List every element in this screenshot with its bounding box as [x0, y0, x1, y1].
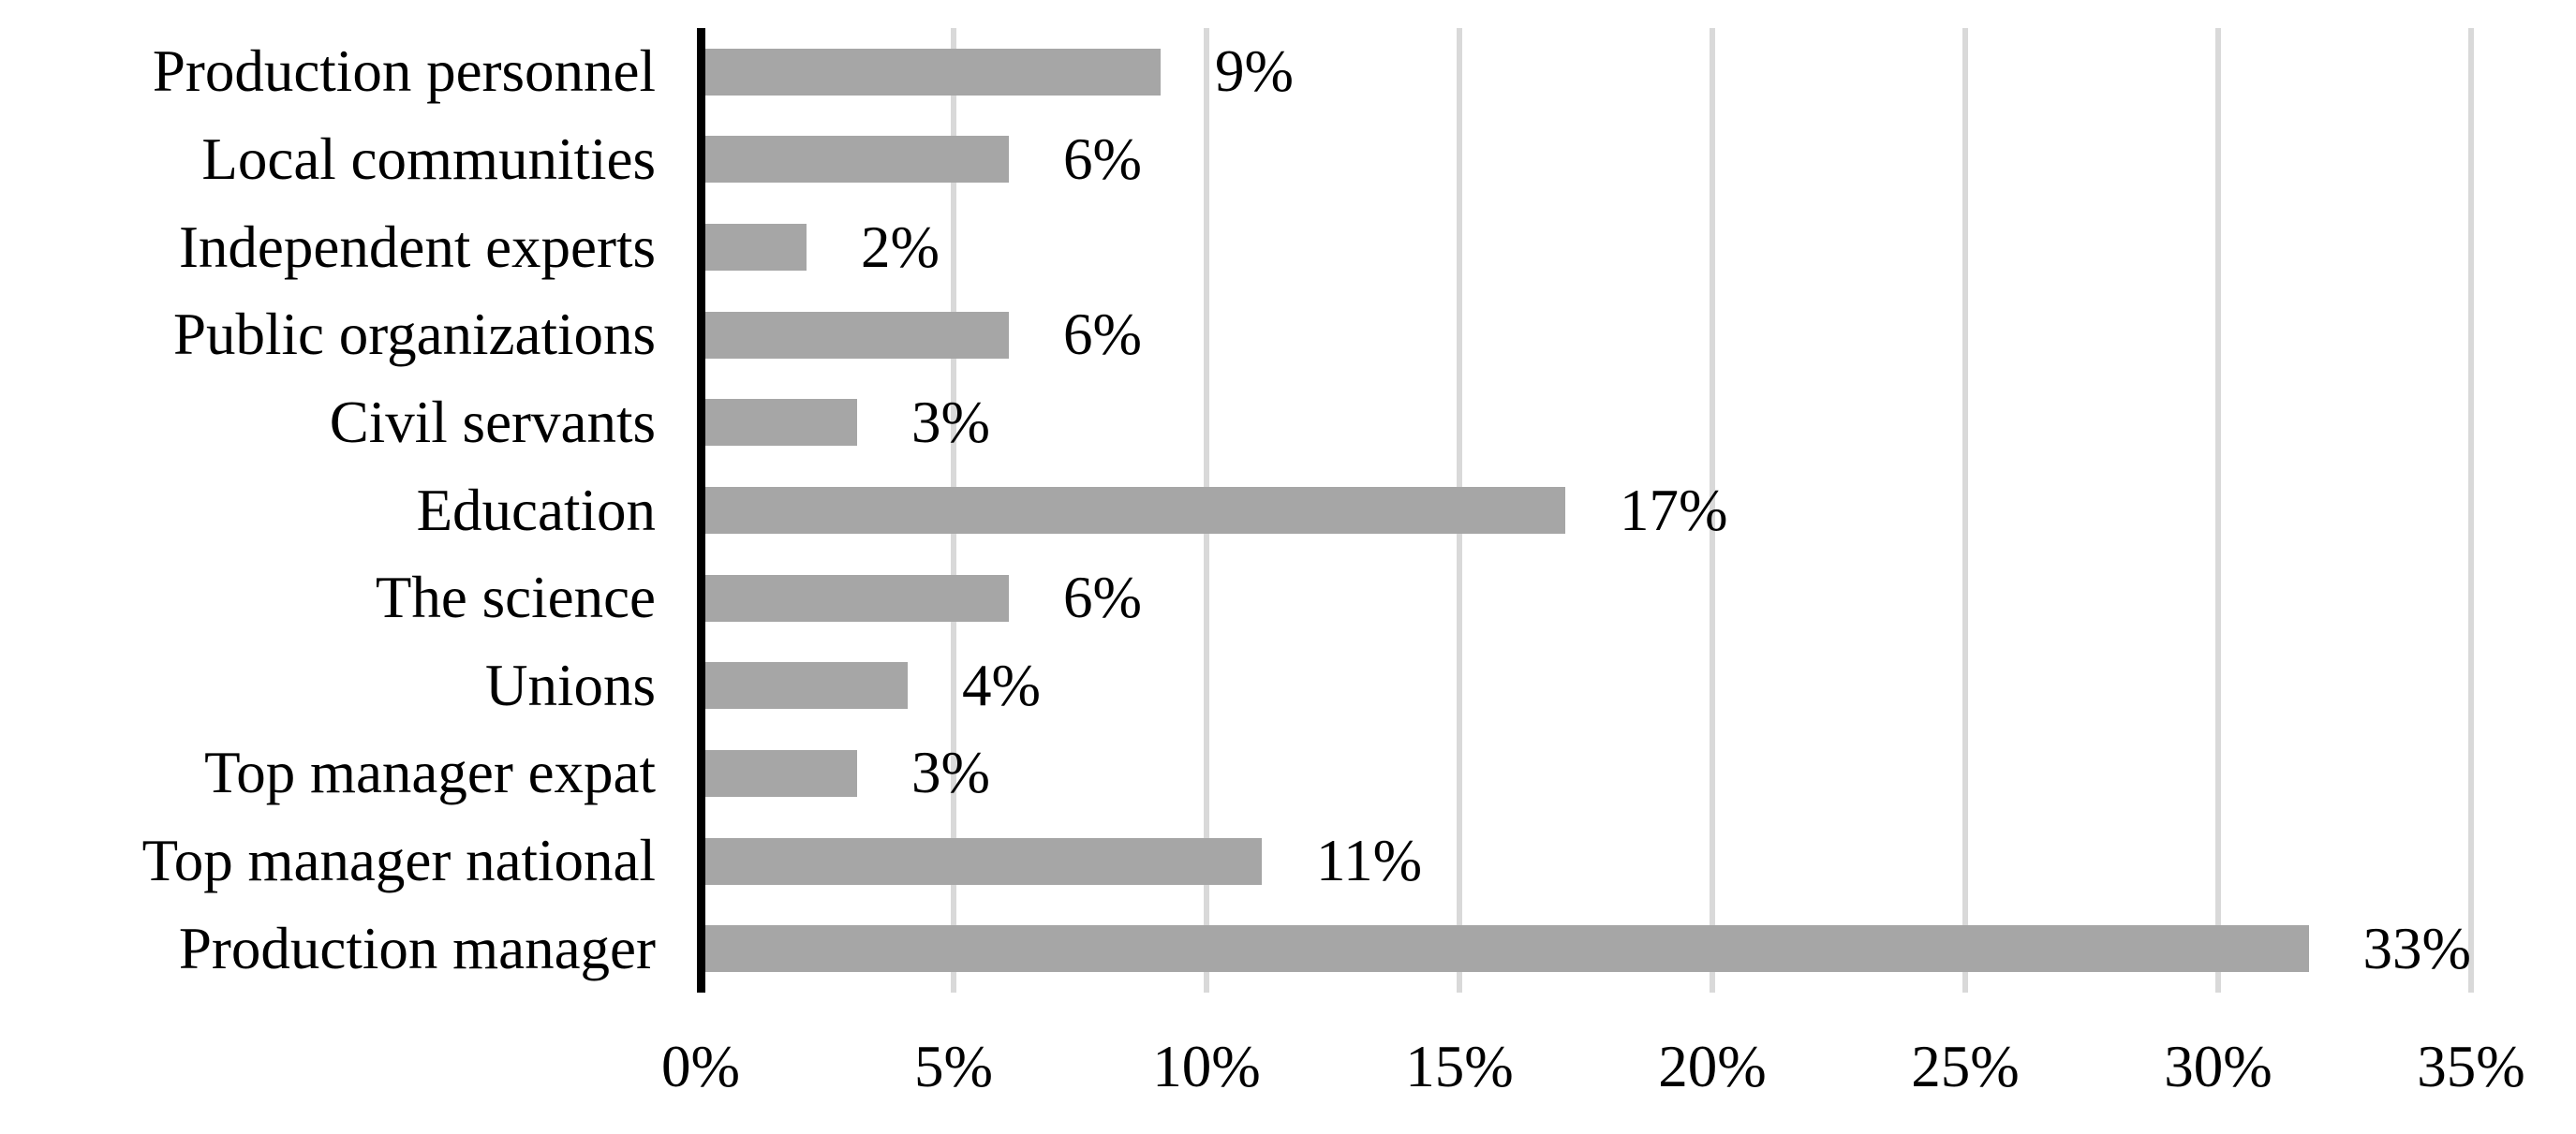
bar-row: 6% — [705, 116, 2471, 204]
bar-row: 3% — [705, 379, 2471, 467]
value-label: 11% — [1316, 828, 1423, 894]
category-label: Independent experts — [178, 214, 656, 280]
x-tick-label: 35% — [2417, 1034, 2525, 1099]
bar-row: 6% — [705, 554, 2471, 642]
bar — [705, 662, 908, 710]
category-label: Local communities — [201, 125, 656, 192]
category-label: The science — [375, 565, 656, 631]
gridline — [2215, 28, 2221, 993]
y-axis-category-labels: Production personnel Local communities Ind… — [0, 28, 656, 993]
bar-row: 2% — [705, 203, 2471, 291]
bar-row: 17% — [705, 466, 2471, 554]
category-label: Top manager national — [141, 828, 656, 894]
bar — [705, 749, 857, 797]
bar — [705, 837, 1262, 885]
category-label: Civil servants — [329, 389, 656, 455]
category-label: Education — [416, 477, 656, 543]
plot-area: 9% 6% 2% 6% 3% 17% 6% 4% 3% 11% 33% — [697, 28, 2474, 993]
category-label: Top manager expat — [204, 740, 656, 806]
x-tick-label: 25% — [1911, 1034, 2020, 1099]
value-label: 3% — [911, 740, 990, 806]
bar — [705, 136, 1009, 184]
value-label: 3% — [911, 389, 990, 455]
value-label: 4% — [962, 652, 1041, 718]
bar — [705, 925, 2309, 973]
value-label: 6% — [1063, 125, 1142, 192]
x-tick-label: 10% — [1152, 1034, 1261, 1099]
gridline — [1710, 28, 1715, 993]
bar-row: 6% — [705, 291, 2471, 379]
x-tick-label: 0% — [661, 1034, 740, 1099]
y-axis-line — [697, 28, 705, 993]
bar-row: 11% — [705, 817, 2471, 906]
category-label: Production manager — [178, 915, 656, 981]
x-tick-label: 30% — [2164, 1034, 2273, 1099]
x-tick-label: 5% — [914, 1034, 993, 1099]
value-label: 33% — [2362, 915, 2471, 981]
bar — [705, 487, 1565, 535]
bar — [705, 399, 857, 447]
bar-row: 9% — [705, 28, 2471, 116]
bar — [705, 224, 807, 272]
gridline — [2468, 28, 2474, 993]
bar-row: 3% — [705, 729, 2471, 817]
x-tick-label: 20% — [1658, 1034, 1767, 1099]
gridline — [1962, 28, 1968, 993]
bar — [705, 48, 1161, 96]
bar — [705, 574, 1009, 622]
bar-row: 4% — [705, 641, 2471, 729]
value-label: 2% — [861, 214, 940, 280]
value-label: 6% — [1063, 565, 1142, 631]
x-axis-tick-labels: 0% 5% 10% 15% 20% 25% 30% 35% — [661, 1034, 2525, 1112]
category-label: Public organizations — [172, 302, 656, 368]
value-label: 6% — [1063, 302, 1142, 368]
bar-rows: 9% 6% 2% 6% 3% 17% 6% 4% 3% 11% 33% — [705, 28, 2471, 993]
category-label: Unions — [484, 652, 656, 718]
category-label: Production personnel — [152, 38, 656, 105]
value-label: 9% — [1215, 38, 1294, 105]
bar-row: 33% — [705, 905, 2471, 993]
bar — [705, 311, 1009, 359]
value-label: 17% — [1620, 477, 1728, 543]
x-tick-label: 15% — [1405, 1034, 1514, 1099]
